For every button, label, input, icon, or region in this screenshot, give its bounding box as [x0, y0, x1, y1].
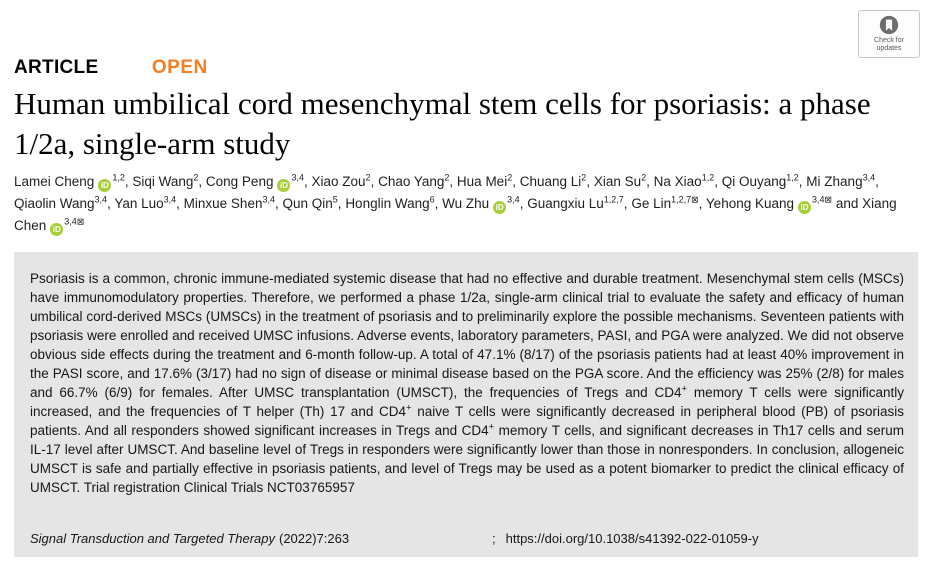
author: Xian Su2: [593, 172, 647, 189]
author-affiliations: 6: [429, 194, 435, 205]
author-name: Lamei Cheng: [14, 174, 95, 189]
author: Na Xiao1,2: [653, 172, 715, 189]
author: Yehong Kuang iD3,4⊠: [705, 194, 833, 214]
author: Qi Ouyang1,2: [721, 172, 799, 189]
author: Mi Zhang3,4: [806, 172, 876, 189]
author-name: Hua Mei: [456, 174, 508, 189]
open-access-label: OPEN: [151, 57, 208, 78]
author-name: Qi Ouyang: [721, 174, 787, 189]
author-affiliations: 3,4: [94, 194, 108, 205]
article-type-label: ARTICLE: [14, 57, 99, 78]
author: Guangxiu Lu1,2,7: [527, 194, 624, 211]
abstract-text: Psoriasis is a common, chronic immune-me…: [30, 271, 904, 495]
author-name: Yan Luo: [114, 196, 164, 211]
author-name: Chao Yang: [378, 174, 445, 189]
author-affiliations: 1,2,7: [603, 194, 624, 205]
journal-citation: Signal Transduction and Targeted Therapy…: [30, 531, 492, 546]
author: Minxue Shen3,4: [183, 194, 275, 211]
author-affiliations: 3,4: [163, 194, 177, 205]
author-name: Ge Lin: [631, 196, 672, 211]
author-name: Na Xiao: [653, 174, 702, 189]
author: Chao Yang2: [378, 172, 450, 189]
author-name: Guangxiu Lu: [527, 196, 604, 211]
citation-row: Signal Transduction and Targeted Therapy…: [30, 531, 904, 546]
author-affiliations: 1,2,7⊠: [671, 194, 699, 205]
author-name: Siqi Wang: [132, 174, 194, 189]
crossmark-icon: [879, 15, 899, 35]
author-name: Xiao Zou: [311, 174, 366, 189]
author-name: Chuang Li: [519, 174, 582, 189]
author-affiliations: 3,4⊠: [812, 194, 833, 205]
author-affiliations: 3,4: [291, 172, 304, 183]
orcid-icon[interactable]: iD: [798, 201, 812, 214]
author-affiliations: 3,4: [262, 194, 275, 205]
citation-volume: (2022)7:263: [279, 531, 350, 546]
author-affiliations: 2: [641, 172, 647, 183]
author-name: Cong Peng: [205, 174, 274, 189]
author-name: Xian Su: [593, 174, 642, 189]
doi-link[interactable]: https://doi.org/10.1038/s41392-022-01059…: [505, 531, 759, 546]
author-name: Minxue Shen: [183, 196, 263, 211]
author: Lamei Cheng iD1,2: [14, 172, 125, 192]
author-affiliations: 1,2: [112, 172, 125, 183]
author-name: Qun Qin: [282, 196, 333, 211]
author-affiliations: 2: [444, 172, 450, 183]
author-affiliations: 2: [581, 172, 587, 183]
orcid-icon[interactable]: iD: [98, 179, 112, 192]
check-for-updates-label: Check for updates: [874, 36, 904, 52]
author: Ge Lin1,2,7⊠: [631, 194, 699, 211]
article-type-row: ARTICLE OPEN: [14, 57, 208, 79]
author: Qun Qin5: [282, 194, 338, 211]
author-affiliations: 2: [507, 172, 513, 183]
author-affiliations: 3,4: [862, 172, 876, 183]
author-list: Lamei Cheng iD1,2, Siqi Wang2, Cong Peng i…: [14, 172, 897, 236]
paper-title: Human umbilical cord mesenchymal stem ce…: [14, 86, 871, 161]
journal-name: Signal Transduction and Targeted Therapy: [30, 531, 275, 546]
doi-separator: ;: [492, 531, 496, 546]
author: Honglin Wang6: [345, 194, 435, 211]
author-affiliations: 3,4⊠: [64, 216, 85, 227]
author: Wu Zhu iD3,4: [442, 194, 520, 214]
author-affiliations: 3,4: [507, 194, 520, 205]
author-name: Wu Zhu: [442, 196, 490, 211]
doi-part: ; https://doi.org/10.1038/s41392-022-0105…: [492, 531, 759, 546]
check-for-updates-badge[interactable]: Check for updates: [858, 10, 920, 58]
author-name: Honglin Wang: [345, 196, 430, 211]
author-affiliations: 2: [365, 172, 371, 183]
author: Xiao Zou2: [311, 172, 371, 189]
author: Cong Peng iD3,4: [205, 172, 304, 192]
orcid-icon[interactable]: iD: [50, 223, 64, 236]
author-name: Mi Zhang: [806, 174, 863, 189]
author-name: Qiaolin Wang: [14, 196, 95, 211]
orcid-icon[interactable]: iD: [277, 179, 291, 192]
author-name: Yehong Kuang: [705, 196, 795, 211]
author: Xiang Chen iD3,4⊠: [14, 196, 897, 236]
orcid-icon[interactable]: iD: [493, 201, 507, 214]
author-affiliations: 1,2: [786, 172, 799, 183]
author: Qiaolin Wang3,4: [14, 194, 108, 211]
author-affiliations: 5: [332, 194, 338, 205]
author-affiliations: 2: [193, 172, 199, 183]
abstract-box: Psoriasis is a common, chronic immune-me…: [14, 252, 918, 557]
author: Yan Luo3,4: [114, 194, 177, 211]
author-name: Xiang Chen: [14, 196, 897, 233]
author-affiliations: 1,2: [701, 172, 715, 183]
author: Siqi Wang2: [132, 172, 199, 189]
author: Chuang Li2: [519, 172, 587, 189]
author: Hua Mei2: [456, 172, 513, 189]
